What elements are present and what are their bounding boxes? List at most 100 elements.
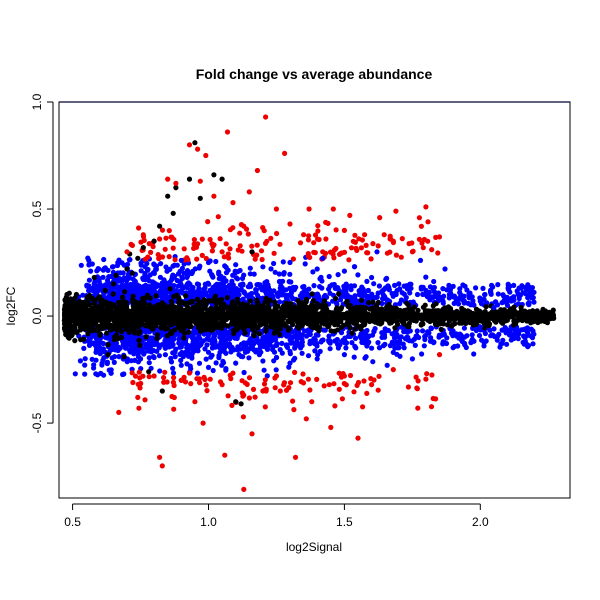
blue-point [235,332,241,338]
black-point [347,325,353,331]
black-point [75,306,81,312]
black-point [247,323,253,329]
black-point [118,315,124,321]
black-point [181,335,187,341]
blue-point [151,270,157,276]
blue-point [428,335,434,341]
black-point [395,321,401,327]
black-point [215,300,221,306]
blue-point [444,335,450,341]
black-point [530,309,536,315]
black-point [143,334,149,340]
blue-point [205,280,211,286]
blue-point [446,282,452,288]
blue-point [277,347,283,353]
black-point [486,322,492,329]
black-point [256,331,262,337]
blue-point [333,300,339,306]
blue-point [358,335,364,341]
blue-point [530,341,536,347]
blue-point [91,362,97,368]
blue-point [101,349,107,355]
black-point [542,318,548,324]
blue-point [180,354,186,360]
black-point [528,320,534,326]
blue-point [262,334,268,340]
black-point [359,323,365,329]
black-point [120,309,126,315]
blue-point [247,265,253,271]
blue-point [261,367,267,373]
black-point [297,307,303,313]
blue-point [507,327,513,333]
blue-point [116,354,122,360]
blue-point [504,295,510,301]
black-point [263,328,269,334]
blue-point [96,343,102,349]
blue-point [365,287,371,294]
black-point [262,305,268,312]
blue-point [223,350,229,356]
blue-point [157,368,163,374]
blue-point [319,337,325,344]
blue-point [381,287,387,293]
blue-point [490,284,496,290]
black-point [331,328,337,334]
black-point [389,313,395,319]
blue-point [418,284,424,290]
black-point [477,317,483,324]
blue-point [84,282,90,288]
blue-point [145,267,151,273]
blue-point [315,293,321,299]
black-point [161,324,167,330]
blue-point [495,291,501,297]
blue-point [242,349,248,355]
black-point [100,321,106,327]
blue-point [531,289,537,295]
blue-point [95,372,101,378]
blue-point [86,257,92,264]
black-point [247,298,253,304]
black-point [226,304,232,310]
blue-point [144,344,150,350]
data-points [61,114,557,492]
blue-point [505,281,511,287]
blue-point [327,283,333,289]
blue-point [414,291,421,298]
black-point [105,342,111,348]
blue-point [85,338,91,344]
blue-point [154,282,160,288]
blue-point [407,281,413,287]
blue-point [220,286,226,292]
blue-point [384,362,390,368]
blue-point [119,283,125,289]
blue-point [392,282,398,288]
blue-point [175,283,181,289]
blue-point [253,338,259,344]
blue-point [338,330,345,336]
blue-point [291,334,297,340]
blue-point [321,327,327,333]
blue-point [464,333,470,339]
blue-point [174,262,180,268]
black-point [140,310,146,316]
blue-point [251,271,257,277]
blue-point [382,328,388,334]
black-point [274,320,280,327]
blue-point [100,357,106,363]
black-point [255,325,261,331]
black-point [137,342,143,348]
black-point [132,314,139,320]
blue-point [375,340,381,346]
blue-point [280,259,286,265]
black-point [123,300,130,306]
black-point [515,311,522,317]
blue-point [471,351,477,357]
blue-point [184,361,190,367]
blue-point [151,342,157,348]
blue-point [121,371,127,377]
blue-point [397,353,403,359]
black-point [434,311,440,317]
blue-point [117,345,123,351]
blue-point [385,283,391,289]
